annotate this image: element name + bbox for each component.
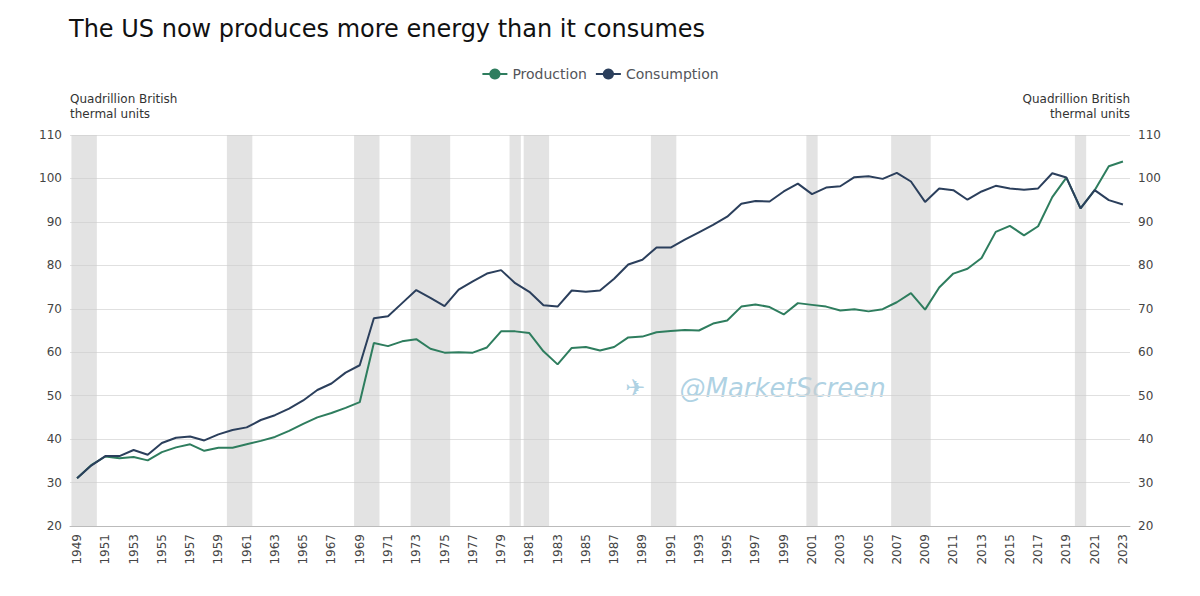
svg-text:Production: Production (512, 66, 586, 82)
svg-text:20: 20 (1138, 519, 1153, 533)
svg-text:2001: 2001 (805, 534, 819, 565)
svg-text:✈: ✈ (625, 374, 645, 402)
svg-text:100: 100 (1138, 171, 1161, 185)
svg-text:50: 50 (47, 389, 62, 403)
svg-text:Consumption: Consumption (626, 66, 719, 82)
svg-text:2009: 2009 (918, 534, 932, 565)
svg-text:1999: 1999 (777, 534, 791, 565)
svg-text:1981: 1981 (522, 534, 536, 565)
svg-text:50: 50 (1138, 389, 1153, 403)
svg-text:thermal units: thermal units (1050, 107, 1130, 121)
svg-text:Quadrillion British: Quadrillion British (1023, 92, 1130, 106)
svg-text:70: 70 (47, 302, 62, 316)
svg-text:1957: 1957 (183, 534, 197, 565)
svg-text:2023: 2023 (1116, 534, 1130, 565)
svg-text:40: 40 (47, 432, 62, 446)
svg-text:30: 30 (47, 476, 62, 490)
svg-text:1987: 1987 (607, 534, 621, 565)
svg-text:1963: 1963 (268, 534, 282, 565)
svg-text:2013: 2013 (975, 534, 989, 565)
svg-text:1997: 1997 (748, 534, 762, 565)
svg-text:1991: 1991 (664, 534, 678, 565)
svg-text:2019: 2019 (1059, 534, 1073, 565)
svg-text:2011: 2011 (946, 534, 960, 565)
svg-text:1983: 1983 (551, 534, 565, 565)
svg-text:1949: 1949 (70, 534, 84, 565)
svg-text:1965: 1965 (296, 534, 310, 565)
svg-text:1979: 1979 (494, 534, 508, 565)
svg-text:Quadrillion British: Quadrillion British (70, 92, 177, 106)
svg-text:1959: 1959 (211, 534, 225, 565)
svg-text:1995: 1995 (720, 534, 734, 565)
svg-text:1955: 1955 (155, 534, 169, 565)
svg-text:20: 20 (47, 519, 62, 533)
svg-text:90: 90 (47, 215, 62, 229)
svg-text:1985: 1985 (579, 534, 593, 565)
svg-text:thermal units: thermal units (70, 107, 150, 121)
svg-text:40: 40 (1138, 432, 1153, 446)
svg-text:1969: 1969 (353, 534, 367, 565)
svg-text:The US now produces more energ: The US now produces more energy than it … (68, 15, 705, 43)
svg-text:2015: 2015 (1003, 534, 1017, 565)
svg-text:1967: 1967 (324, 534, 338, 565)
svg-text:70: 70 (1138, 302, 1153, 316)
svg-text:110: 110 (1138, 128, 1161, 142)
svg-text:1961: 1961 (240, 534, 254, 565)
svg-text:1993: 1993 (692, 534, 706, 565)
svg-text:2017: 2017 (1031, 534, 1045, 565)
svg-text:@MarketScreen: @MarketScreen (680, 373, 886, 403)
svg-text:1971: 1971 (381, 534, 395, 565)
svg-text:30: 30 (1138, 476, 1153, 490)
svg-text:100: 100 (39, 171, 62, 185)
svg-text:1989: 1989 (635, 534, 649, 565)
svg-text:1975: 1975 (438, 534, 452, 565)
svg-text:110: 110 (39, 128, 62, 142)
svg-text:1953: 1953 (127, 534, 141, 565)
svg-text:2003: 2003 (833, 534, 847, 565)
svg-text:90: 90 (1138, 215, 1153, 229)
svg-text:2021: 2021 (1088, 534, 1102, 565)
svg-text:1951: 1951 (98, 534, 112, 565)
svg-text:1973: 1973 (409, 534, 423, 565)
svg-text:2007: 2007 (890, 534, 904, 565)
svg-text:80: 80 (1138, 258, 1153, 272)
svg-text:1977: 1977 (466, 534, 480, 565)
svg-text:60: 60 (1138, 345, 1153, 359)
svg-text:80: 80 (47, 258, 62, 272)
svg-text:2005: 2005 (862, 534, 876, 565)
svg-text:60: 60 (47, 345, 62, 359)
